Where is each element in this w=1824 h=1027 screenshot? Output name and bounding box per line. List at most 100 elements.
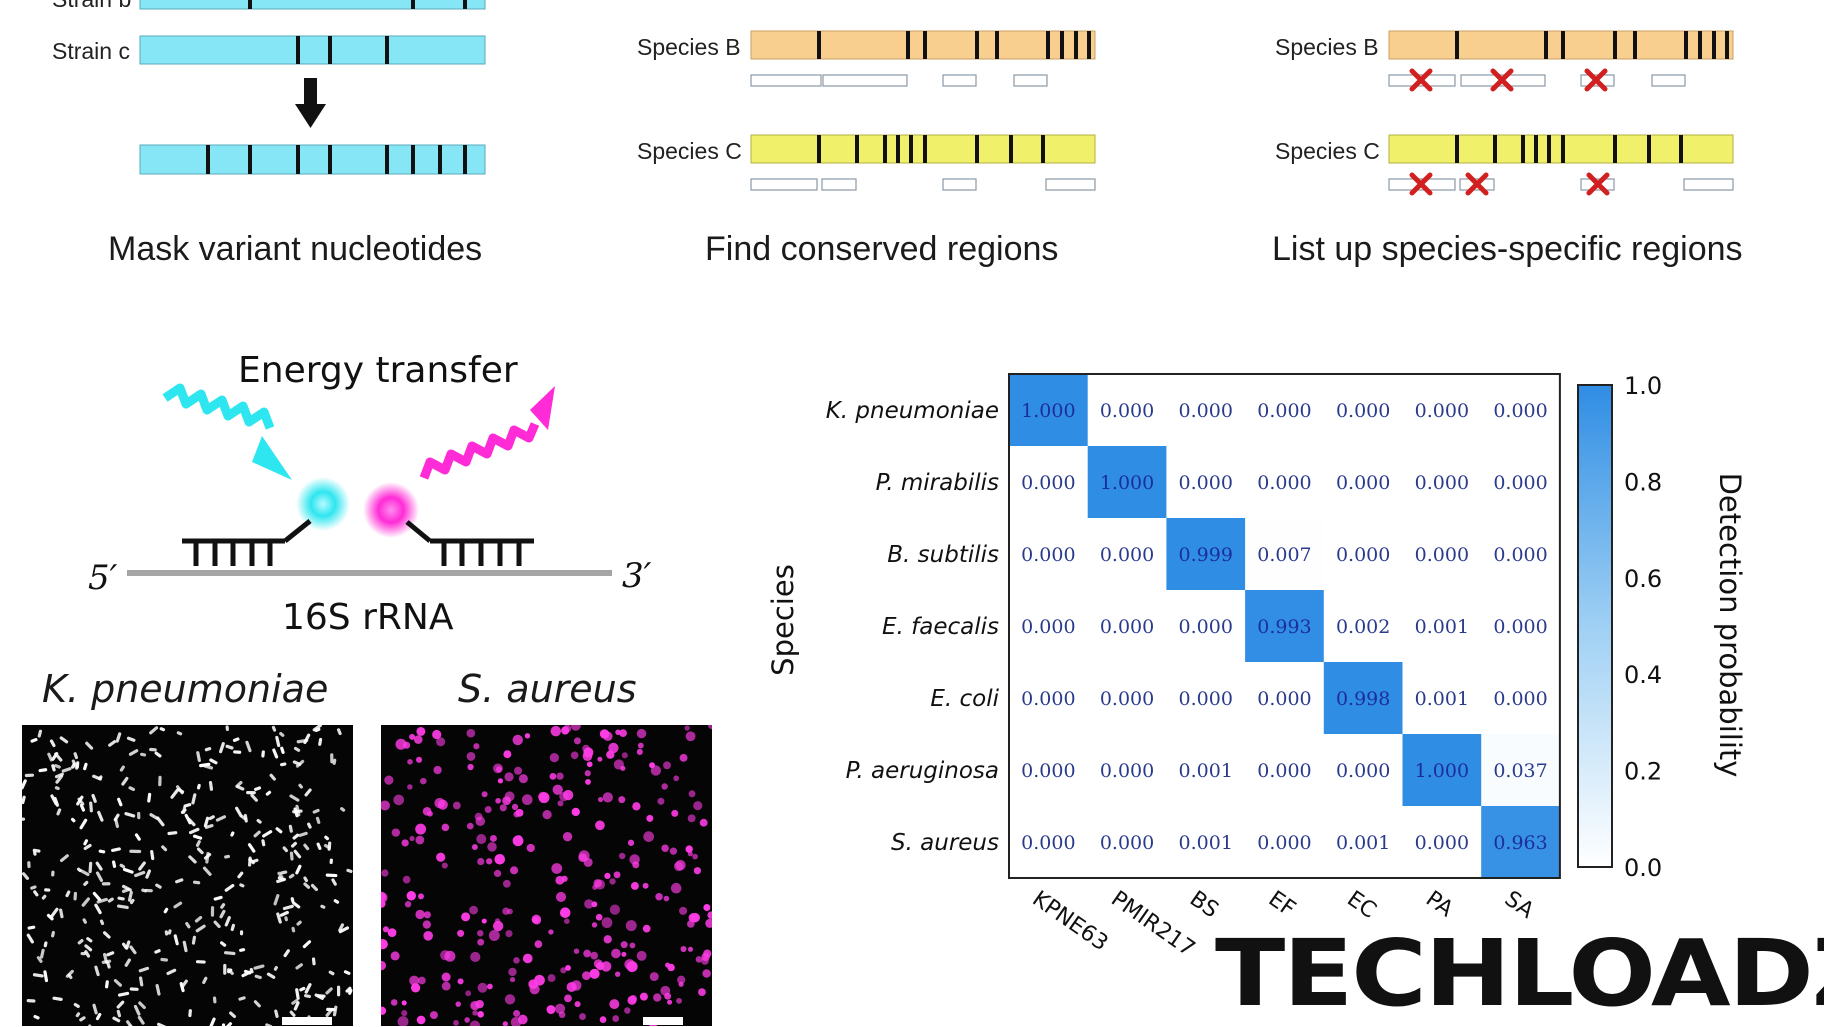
mask-caption: Mask variant nucleotides (108, 230, 482, 269)
heatmap-cell-label: 0.000 (1336, 760, 1390, 782)
heatmap-cell-label: 1.000 (1100, 472, 1154, 494)
heatmap-cell-label: 0.000 (1493, 400, 1547, 422)
column-label: EC (1342, 886, 1380, 923)
detection-heatmap: 1.000 0.000 0.000 0.000 0.000 0.000 0.000 K. pn… (766, 372, 1747, 962)
heatmap-cell-label: 0.000 (1415, 544, 1469, 566)
heatmap-cell-label: 0.000 (1179, 688, 1233, 710)
right-micrograph-title: S. aureus (458, 667, 637, 711)
left-probe (182, 521, 310, 566)
species-c-label: Species C (637, 138, 742, 165)
emission-wave-icon (424, 424, 535, 478)
heatmap-cell-label: 0.000 (1257, 472, 1311, 494)
heatmap-cell-label: 0.000 (1415, 472, 1469, 494)
column-label: BS (1185, 886, 1223, 923)
column-label: SA (1500, 886, 1538, 923)
colorbar-label: Detection probability (1713, 473, 1747, 778)
heatmap-cell-label: 0.000 (1493, 544, 1547, 566)
heatmap-cell-label: 0.000 (1257, 688, 1311, 710)
conserved-panel (751, 31, 1095, 190)
k-pneumoniae-micrograph (22, 725, 353, 1026)
row-label: E. coli (930, 686, 999, 712)
heatmap-cell-label: 0.001 (1415, 616, 1469, 638)
y-axis-label: Species (766, 564, 800, 676)
heatmap-cell-label: 0.000 (1021, 616, 1075, 638)
heatmap-cell-label: 0.001 (1179, 760, 1233, 782)
specific-species-c-regions (1389, 179, 1733, 190)
heatmap-cell-label: 1.000 (1415, 760, 1469, 782)
heatmap-cell-label: 0.000 (1257, 760, 1311, 782)
excitation-arrowhead-icon (252, 436, 292, 480)
heatmap-cell-label: 0.000 (1021, 760, 1075, 782)
row-label: P. aeruginosa (846, 758, 999, 784)
strain-c-bar (140, 36, 485, 64)
specific-panel (1389, 31, 1733, 193)
heatmap-cell-label: 1.000 (1021, 400, 1075, 422)
rrna-label: 16S rRNA (282, 597, 453, 638)
excitation-wave-icon (165, 388, 270, 428)
heatmap-cell-label: 0.000 (1493, 616, 1547, 638)
specific-species-b-regions (1389, 75, 1685, 86)
column-label: PA (1421, 886, 1457, 922)
species-b-regions (751, 75, 1047, 86)
colorbar-tick-label: 0.2 (1624, 758, 1662, 786)
acceptor-fluorophore (363, 482, 419, 538)
heatmap-cell-label: 0.993 (1257, 616, 1311, 638)
heatmap-cell-label: 0.000 (1021, 832, 1075, 854)
heatmap-cell-label: 0.002 (1336, 616, 1390, 638)
heatmap-cell-label: 0.000 (1179, 616, 1233, 638)
colorbar-tick-label: 0.4 (1624, 661, 1662, 689)
heatmap-cell-label: 0.000 (1336, 544, 1390, 566)
colorbar-tick-label: 0.0 (1624, 854, 1662, 882)
strain-b-bar (140, 0, 485, 9)
heatmap-cell-label: 0.000 (1493, 688, 1547, 710)
cell-texture (381, 725, 712, 1026)
specific-caption: List up species-specific regions (1272, 230, 1743, 269)
heatmap-cell-label: 0.000 (1021, 688, 1075, 710)
row-label: P. mirabilis (876, 470, 999, 496)
row-label: S. aureus (891, 830, 999, 856)
heatmap-cell-label: 0.998 (1336, 688, 1390, 710)
down-arrow-icon (295, 78, 326, 128)
heatmap-cell-label: 0.000 (1336, 400, 1390, 422)
heatmap-cell-label: 0.000 (1179, 472, 1233, 494)
heatmap-cell-label: 0.963 (1493, 832, 1547, 854)
left-micrograph-title: K. pneumoniae (42, 667, 328, 711)
watermark-logo: TECHLOADZ (1215, 924, 1824, 1024)
specific-species-b-label: Species B (1275, 34, 1379, 61)
colorbar (1578, 385, 1612, 867)
heatmap-cell-label: 0.999 (1179, 544, 1233, 566)
heatmap-cell-label: 0.000 (1100, 544, 1154, 566)
heatmap-cell-label: 0.000 (1100, 400, 1154, 422)
scale-bar (643, 1017, 683, 1025)
strain-c-label: Strain c (52, 38, 130, 65)
strain-b-label: Strain b (52, 0, 131, 13)
cell-texture (22, 725, 353, 1026)
fret-diagram (127, 386, 612, 573)
heatmap-cell-label: 0.000 (1021, 544, 1075, 566)
heatmap-cell-label: 0.000 (1257, 832, 1311, 854)
heatmap-cell-label: 0.000 (1493, 472, 1547, 494)
emission-arrowhead-icon (530, 386, 555, 430)
right-probe (407, 522, 534, 566)
heatmap-cell-label: 0.000 (1021, 472, 1075, 494)
heatmap-cell-label: 0.000 (1415, 400, 1469, 422)
scale-bar (282, 1017, 332, 1025)
species-c-regions (751, 179, 1095, 190)
row-label: K. pneumoniae (826, 398, 999, 424)
row-label: E. faecalis (882, 614, 999, 640)
heatmap-cell-label: 0.000 (1100, 616, 1154, 638)
column-label: KPNE63 (1028, 886, 1113, 956)
colorbar-tick-label: 0.6 (1624, 565, 1662, 593)
heatmap-cell-label: 0.001 (1415, 688, 1469, 710)
mask-panel (140, 0, 485, 174)
heatmap-cell-label: 0.000 (1257, 400, 1311, 422)
column-label: EF (1264, 886, 1300, 922)
three-prime-label: 3′ (622, 556, 651, 596)
heatmap-cell-label: 0.000 (1336, 472, 1390, 494)
heatmap-cell-label: 0.001 (1336, 832, 1390, 854)
masked-bar (140, 145, 485, 174)
column-label: PMIR217 (1106, 886, 1199, 962)
heatmap-cell-label: 0.007 (1257, 544, 1311, 566)
energy-transfer-label: Energy transfer (238, 350, 518, 391)
heatmap-cell-label: 0.000 (1100, 832, 1154, 854)
